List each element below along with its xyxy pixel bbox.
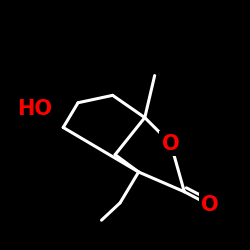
Text: O: O <box>202 195 219 215</box>
Text: HO: HO <box>17 99 52 119</box>
Text: O: O <box>162 134 180 154</box>
